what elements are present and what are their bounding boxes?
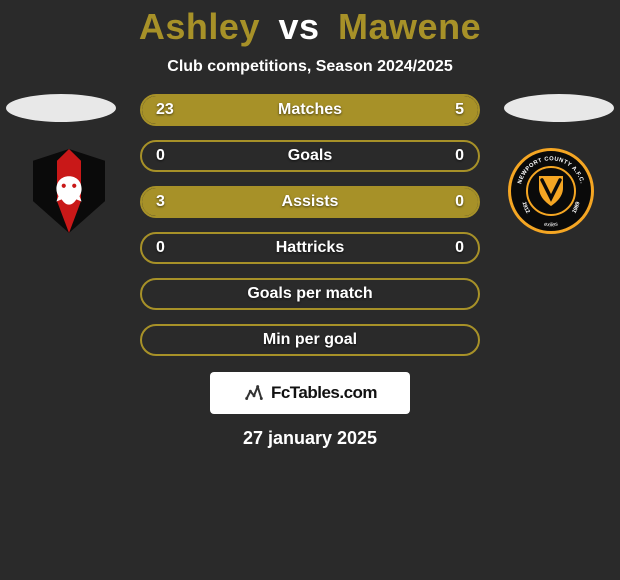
stat-row: 3 0 Assists bbox=[140, 186, 480, 218]
ring-year-left: 1912 bbox=[521, 201, 531, 214]
stat-row: 23 5 Matches bbox=[140, 94, 480, 126]
fctables-logo: FcTables.com bbox=[210, 372, 410, 414]
stat-label: Goals bbox=[288, 147, 332, 165]
ring-year-right: 1989 bbox=[572, 201, 582, 214]
ring-exiles: exiles bbox=[544, 222, 559, 229]
stats-area: NEWPORT COUNTY A.F.C. 1912 exiles 1989 bbox=[0, 94, 620, 356]
stat-row: 0 0 Goals bbox=[140, 140, 480, 172]
stat-label: Assists bbox=[282, 193, 339, 211]
subtitle: Club competitions, Season 2024/2025 bbox=[167, 58, 452, 76]
comparison-infographic: Ashley vs Mawene Club competitions, Seas… bbox=[0, 0, 620, 449]
date-label: 27 january 2025 bbox=[243, 428, 377, 449]
club-badge-right: NEWPORT COUNTY A.F.C. 1912 exiles 1989 bbox=[508, 148, 594, 234]
stat-value-left: 23 bbox=[156, 101, 174, 119]
player2-name: Mawene bbox=[338, 6, 481, 47]
stat-label: Matches bbox=[278, 101, 342, 119]
salford-shield bbox=[33, 149, 105, 233]
stat-value-right: 5 bbox=[455, 101, 464, 119]
stat-value-left: 3 bbox=[156, 193, 165, 211]
svg-text:1912: 1912 bbox=[521, 201, 531, 214]
newport-ring-text: NEWPORT COUNTY A.F.C. 1912 exiles 1989 bbox=[511, 151, 591, 231]
ring-text-top: NEWPORT COUNTY A.F.C. bbox=[517, 156, 585, 184]
stat-label: Hattricks bbox=[276, 239, 344, 257]
stat-row: 0 0 Hattricks bbox=[140, 232, 480, 264]
fctables-icon bbox=[243, 382, 265, 404]
svg-text:1989: 1989 bbox=[572, 201, 582, 214]
player1-name: Ashley bbox=[139, 6, 260, 47]
stat-rows: 23 5 Matches 0 0 Goals 3 0 Assists 0 0 Hattricks Goa… bbox=[140, 94, 480, 356]
stat-value-right: 0 bbox=[455, 193, 464, 211]
page-title: Ashley vs Mawene bbox=[139, 6, 481, 48]
stat-label: Min per goal bbox=[263, 331, 357, 349]
svg-text:exiles: exiles bbox=[544, 222, 559, 229]
lion-icon bbox=[48, 170, 90, 212]
player2-silhouette bbox=[504, 94, 614, 122]
newport-outer: NEWPORT COUNTY A.F.C. 1912 exiles 1989 bbox=[508, 148, 594, 234]
svg-text:NEWPORT COUNTY A.F.C.: NEWPORT COUNTY A.F.C. bbox=[517, 156, 585, 184]
vs-label: vs bbox=[278, 6, 319, 47]
stat-value-left: 0 bbox=[156, 239, 165, 257]
stat-value-right: 0 bbox=[455, 147, 464, 165]
player1-silhouette bbox=[6, 94, 116, 122]
stat-value-left: 0 bbox=[156, 147, 165, 165]
stat-row: Goals per match bbox=[140, 278, 480, 310]
fctables-text: FcTables.com bbox=[271, 383, 377, 403]
stat-label: Goals per match bbox=[247, 285, 372, 303]
club-badge-left bbox=[26, 148, 112, 234]
stat-row: Min per goal bbox=[140, 324, 480, 356]
stat-fill-right bbox=[418, 96, 478, 124]
stat-value-right: 0 bbox=[455, 239, 464, 257]
